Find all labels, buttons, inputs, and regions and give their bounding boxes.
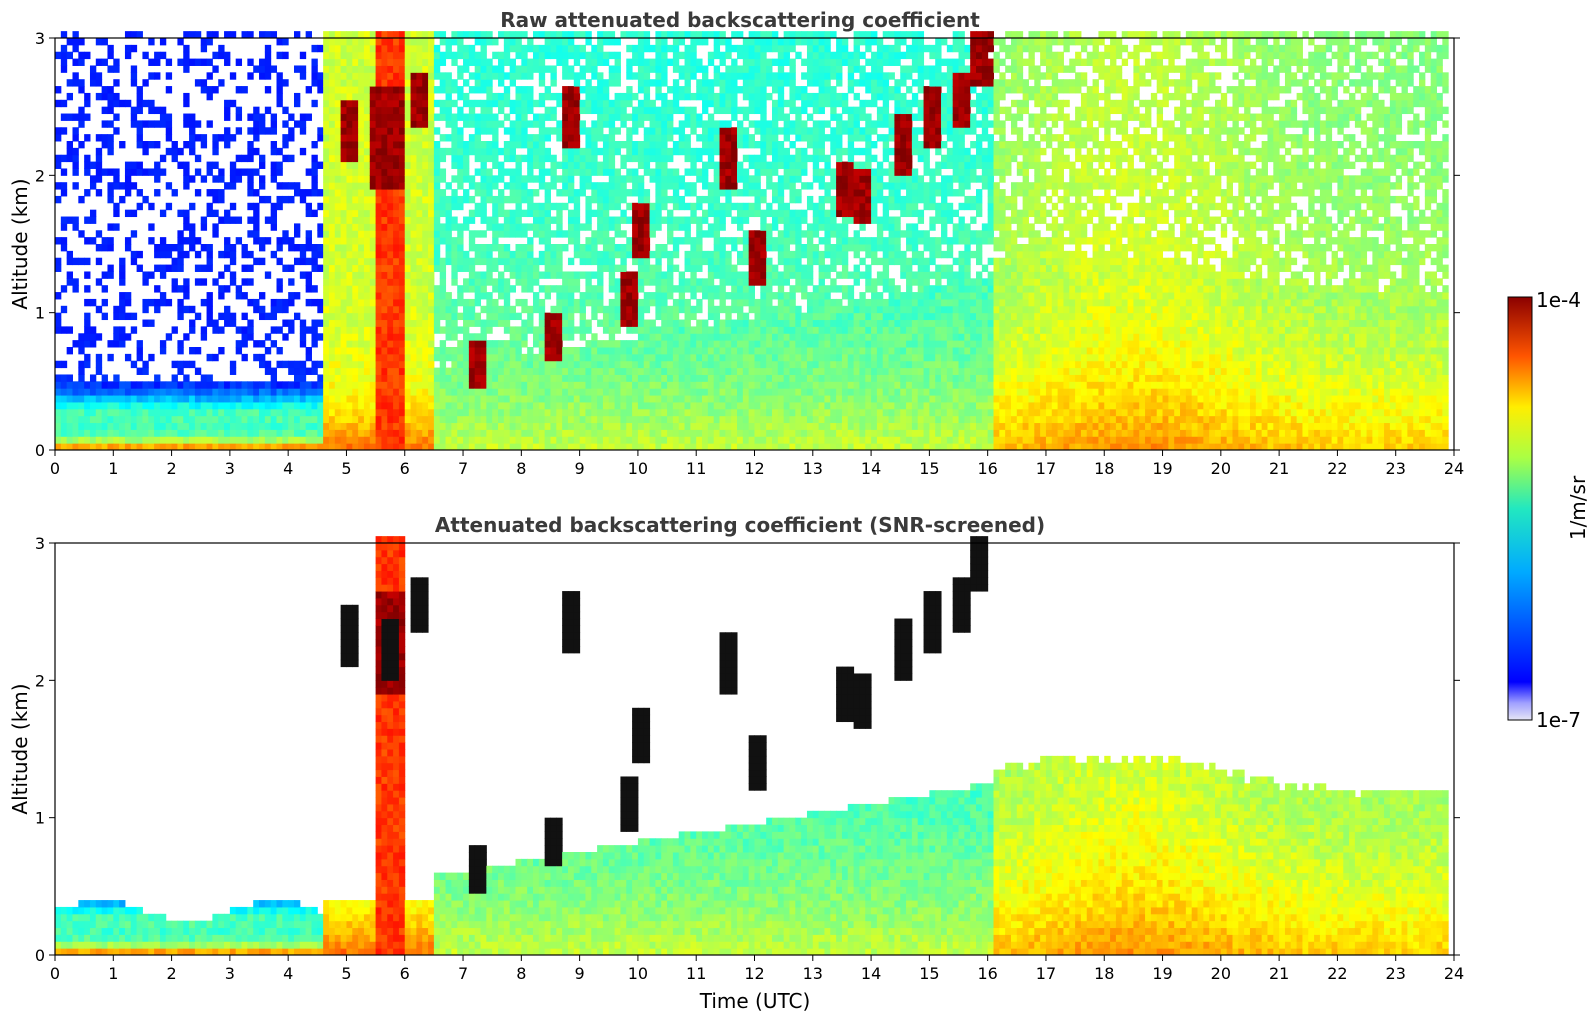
x-tick-label: 11	[686, 964, 706, 983]
x-tick-label: 19	[1152, 459, 1172, 478]
x-tick-label: 0	[50, 964, 60, 983]
x-tick-label: 17	[1036, 964, 1056, 983]
x-tick-label: 24	[1444, 459, 1464, 478]
x-tick-label: 4	[283, 964, 293, 983]
x-tick-label: 1	[108, 459, 118, 478]
x-tick-label: 7	[458, 459, 468, 478]
y-tick-label: 2	[35, 166, 45, 185]
x-tick-label: 22	[1327, 964, 1347, 983]
y-axis-ticks: 0 1 2 3	[35, 29, 1460, 460]
x-tick-label: 10	[628, 964, 648, 983]
x-tick-label: 21	[1269, 459, 1289, 478]
y-tick-label: 3	[35, 29, 45, 48]
panel-title: Raw attenuated backscattering coefficien…	[500, 8, 980, 32]
x-tick-label: 14	[861, 964, 881, 983]
x-tick-label: 18	[1094, 964, 1114, 983]
x-tick-label: 8	[516, 459, 526, 478]
x-tick-label: 12	[744, 964, 764, 983]
y-tick-label: 0	[35, 946, 45, 965]
y-tick-label: 1	[35, 809, 45, 828]
x-tick-label: 7	[458, 964, 468, 983]
x-tick-label: 9	[575, 964, 585, 983]
y-tick-label: 1	[35, 304, 45, 323]
x-tick-label: 17	[1036, 459, 1056, 478]
raw-backscatter-panel: Raw attenuated backscattering coefficien…	[8, 8, 1464, 478]
y-axis-ticks: 0 1 2 3	[35, 534, 1460, 965]
x-tick-label: 5	[341, 964, 351, 983]
heatmap-image	[55, 31, 1449, 451]
x-axis-label: Time (UTC)	[699, 989, 811, 1013]
x-tick-label: 13	[803, 459, 823, 478]
x-tick-label: 3	[225, 964, 235, 983]
y-axis-label: Altitude (km)	[8, 683, 32, 814]
x-tick-label: 6	[400, 964, 410, 983]
x-tick-label: 22	[1327, 459, 1347, 478]
heatmap-image	[55, 536, 1449, 956]
x-tick-label: 13	[803, 964, 823, 983]
x-tick-label: 23	[1386, 964, 1406, 983]
x-tick-label: 15	[919, 964, 939, 983]
colorbar-label: 1/m/sr	[1566, 475, 1590, 540]
x-tick-label: 6	[400, 459, 410, 478]
x-tick-label: 15	[919, 459, 939, 478]
y-tick-label: 3	[35, 534, 45, 553]
x-axis-ticks: 0 1 2 3 4 5 6 7 8 9 10 11 12 13 14 15 16 17 18 19 20 21 22 23 24	[50, 955, 1464, 983]
x-tick-label: 8	[516, 964, 526, 983]
y-axis-label: Altitude (km)	[8, 178, 32, 309]
x-tick-label: 4	[283, 459, 293, 478]
x-tick-label: 20	[1211, 964, 1231, 983]
y-tick-label: 2	[35, 671, 45, 690]
x-tick-label: 2	[166, 964, 176, 983]
x-tick-label: 0	[50, 459, 60, 478]
x-tick-label: 2	[166, 459, 176, 478]
x-tick-label: 21	[1269, 964, 1289, 983]
x-tick-label: 11	[686, 459, 706, 478]
panel-title: Attenuated backscattering coefficient (S…	[435, 513, 1045, 537]
x-tick-label: 19	[1152, 964, 1172, 983]
colorbar-gradient	[1507, 296, 1533, 721]
x-tick-label: 20	[1211, 459, 1231, 478]
y-tick-label: 0	[35, 441, 45, 460]
x-tick-label: 9	[575, 459, 585, 478]
colorbar: 1e-4 1e-7 1/m/sr	[1507, 288, 1590, 732]
x-tick-label: 24	[1444, 964, 1464, 983]
x-tick-label: 12	[744, 459, 764, 478]
x-tick-label: 5	[341, 459, 351, 478]
x-tick-label: 3	[225, 459, 235, 478]
x-tick-label: 14	[861, 459, 881, 478]
x-tick-label: 1	[108, 964, 118, 983]
x-tick-label: 18	[1094, 459, 1114, 478]
colorbar-max-label: 1e-4	[1536, 288, 1581, 312]
x-tick-label: 10	[628, 459, 648, 478]
x-tick-label: 16	[977, 964, 997, 983]
x-axis-ticks: 0 1 2 3 4 5 6 7 8 9 10 11 12 13 14 15 16 17 18 19 20 21 22 23 24	[50, 450, 1464, 478]
screened-backscatter-panel: Attenuated backscattering coefficient (S…	[8, 513, 1464, 1013]
x-tick-label: 23	[1386, 459, 1406, 478]
colorbar-min-label: 1e-7	[1536, 708, 1581, 732]
x-tick-label: 16	[977, 459, 997, 478]
